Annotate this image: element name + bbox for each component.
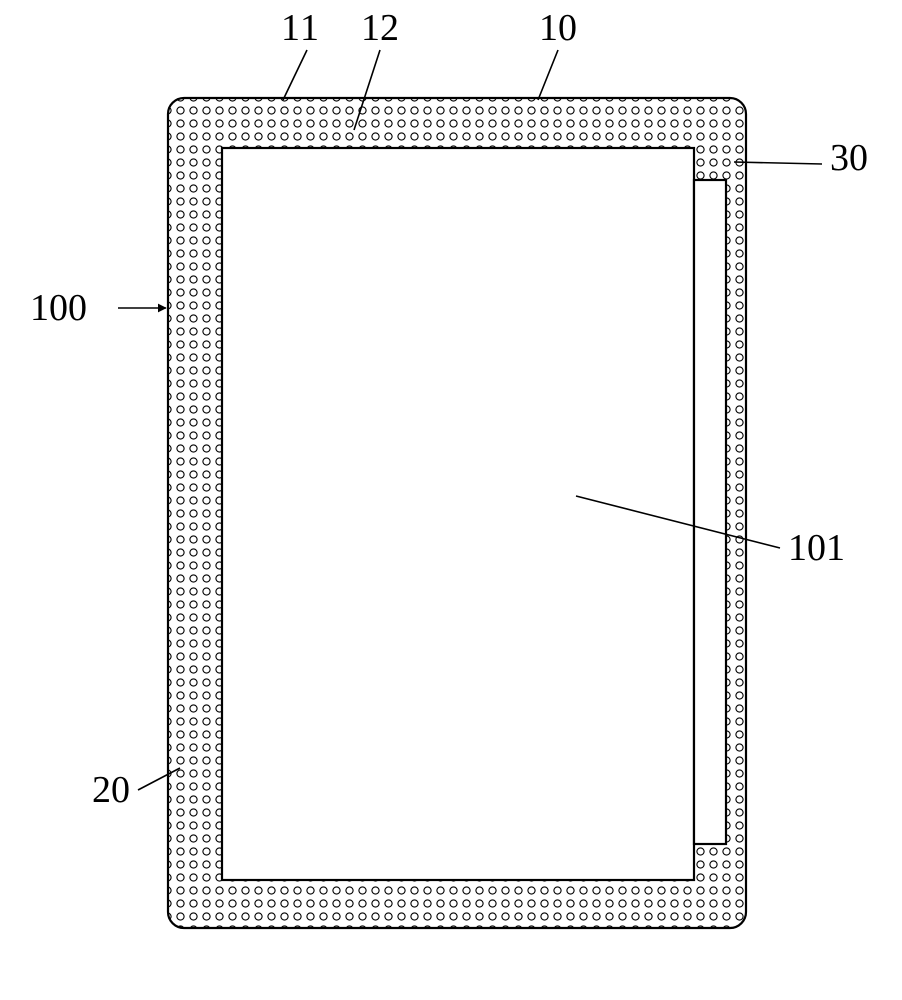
ref-label-l10: 10 — [539, 7, 577, 49]
ref-label-l11: 11 — [281, 7, 319, 49]
ref-label-l12: 12 — [361, 7, 399, 49]
ref-label-l101: 101 — [788, 527, 845, 569]
ref-label-l30: 30 — [830, 137, 868, 179]
ref-label-l20: 20 — [92, 769, 130, 811]
ref-label-l100: 100 — [30, 287, 87, 329]
right-opening-strip — [694, 180, 726, 844]
canvas-bg — [0, 0, 902, 1000]
